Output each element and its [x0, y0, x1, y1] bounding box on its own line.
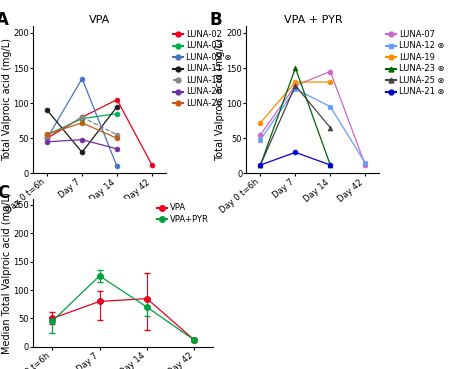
Title: VPA + PYR: VPA + PYR: [283, 15, 342, 25]
Text: A: A: [0, 11, 9, 29]
Y-axis label: Total Valproic acid (mg/L): Total Valproic acid (mg/L): [2, 38, 12, 161]
Legend: LUNA-02, LUNA-03, LUNA-09 ⊗, LUNA-11, LUNA-18, LUNA-20, LUNA-26: LUNA-02, LUNA-03, LUNA-09 ⊗, LUNA-11, LU…: [173, 30, 232, 108]
Legend: VPA, VPA+PYR: VPA, VPA+PYR: [157, 203, 209, 224]
Text: B: B: [210, 11, 222, 29]
Text: C: C: [0, 184, 9, 203]
Y-axis label: Median Total Valproic acid (mg/L): Median Total Valproic acid (mg/L): [2, 192, 12, 354]
Y-axis label: Total Valproic acid (mg/L): Total Valproic acid (mg/L): [215, 38, 225, 161]
Legend: LUNA-07, LUNA-12 ⊗, LUNA-19, LUNA-23 ⊗, LUNA-25 ⊗, LUNA-21 ⊗: LUNA-07, LUNA-12 ⊗, LUNA-19, LUNA-23 ⊗, …: [386, 30, 445, 97]
Title: VPA: VPA: [89, 15, 110, 25]
